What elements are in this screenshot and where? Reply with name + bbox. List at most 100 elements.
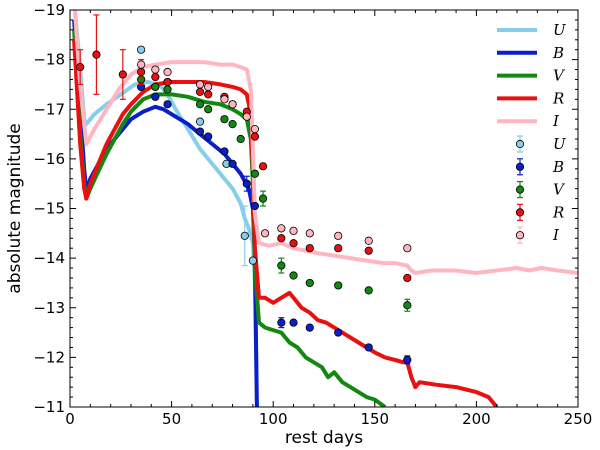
data-point-B <box>289 318 298 327</box>
data-point-B <box>403 355 412 364</box>
data-point-B <box>242 179 251 188</box>
model-line-I <box>72 10 578 275</box>
data-point-R <box>403 273 412 283</box>
data-point-R <box>250 132 260 141</box>
data-point-V <box>204 105 213 114</box>
data-point-U <box>137 45 146 54</box>
data-point-V <box>195 100 205 109</box>
data-point-R <box>195 87 205 96</box>
data-point-B <box>334 328 343 337</box>
data-point-R <box>151 72 160 82</box>
data-point-V <box>277 261 286 270</box>
data-point-B <box>163 100 172 109</box>
data-point-I <box>364 236 373 245</box>
x-tick-label: 50 <box>162 410 181 428</box>
data-point-I <box>242 112 251 121</box>
data-point-I <box>260 229 270 238</box>
data-point-V <box>151 82 160 92</box>
legend-marker-U <box>515 139 525 149</box>
data-point-I <box>289 226 298 235</box>
legend-label-U: U <box>553 21 567 39</box>
data-point-B <box>228 159 237 168</box>
data-point-R <box>305 244 314 253</box>
data-point-U <box>248 256 257 265</box>
data-point-I <box>195 80 205 89</box>
data-point-I <box>228 100 237 109</box>
data-point-I <box>163 67 172 77</box>
data-point-B <box>250 201 260 211</box>
data-point-B <box>364 343 373 352</box>
data-point-V <box>403 301 412 310</box>
data-point-I <box>137 60 146 69</box>
legend-label-I: I <box>552 226 560 244</box>
y-tick-label: −11 <box>33 398 65 416</box>
axes-layer: 0 50 100 150 200 250 −19 −18 −17 −16 −15 −14 −13 −12 −… <box>33 1 592 428</box>
legend-label-R: R <box>552 203 564 221</box>
data-point-B <box>195 127 205 136</box>
data-point-R <box>258 162 268 171</box>
legend-marker-R <box>515 208 525 217</box>
data-point-V <box>289 271 298 280</box>
data-point-V <box>250 169 260 178</box>
data-point-V <box>236 134 245 144</box>
data-point-I <box>250 125 260 134</box>
x-tick-label: 0 <box>65 410 75 428</box>
y-tick-label: −14 <box>33 249 65 267</box>
data-point-I <box>305 229 314 238</box>
data-point-V <box>305 278 314 288</box>
data-point-R <box>289 239 298 248</box>
data-point-R <box>92 50 101 59</box>
data-point-I <box>403 244 412 253</box>
y-tick-label: −19 <box>33 1 65 19</box>
y-tick-label: −17 <box>33 100 65 118</box>
y-tick-label: −16 <box>33 150 65 168</box>
data-point-R <box>163 77 172 87</box>
data-point-B <box>151 92 160 101</box>
observed-points <box>76 14 412 365</box>
x-tick-label: 150 <box>360 410 389 428</box>
x-tick-label: 200 <box>462 410 491 428</box>
data-point-I <box>204 82 213 92</box>
model-line-U <box>72 10 259 407</box>
legend-label-R: R <box>552 89 564 107</box>
data-point-I <box>277 224 286 233</box>
data-point-V <box>258 194 268 203</box>
data-point-I <box>334 231 343 240</box>
legend-label-V: V <box>553 67 566 85</box>
data-point-V <box>334 281 343 290</box>
y-tick-label: −12 <box>33 348 65 366</box>
data-point-R <box>76 62 85 72</box>
data-point-I <box>220 95 229 104</box>
legend-label-I: I <box>552 112 560 130</box>
data-point-R <box>277 234 286 243</box>
data-point-V <box>220 115 229 124</box>
series-layer <box>72 10 578 407</box>
legend-marker-V <box>515 185 525 194</box>
legend-label-V: V <box>553 181 566 199</box>
x-tick-label: 100 <box>259 410 288 428</box>
legend-marker-B <box>515 162 525 171</box>
data-point-V <box>364 286 373 295</box>
data-point-V <box>228 120 237 129</box>
data-point-U <box>195 117 205 126</box>
data-point-I <box>151 65 160 74</box>
data-point-R <box>118 70 127 79</box>
legend-label-B: B <box>552 44 564 62</box>
data-point-B <box>220 147 229 156</box>
data-point-B <box>305 323 314 332</box>
data-point-B <box>277 318 286 327</box>
x-axis-title: rest days <box>285 428 363 448</box>
data-point-R <box>137 67 146 77</box>
y-axis-title: absolute magnitude <box>5 123 25 293</box>
data-point-R <box>364 246 373 255</box>
y-tick-label: −13 <box>33 299 65 317</box>
y-tick-label: −18 <box>33 51 65 69</box>
data-point-U <box>240 231 249 240</box>
legend-marker-I <box>515 231 525 240</box>
x-tick-label: 250 <box>564 410 593 428</box>
data-point-R <box>204 90 213 99</box>
y-tick-label: −15 <box>33 200 65 218</box>
legend-label-B: B <box>552 158 564 176</box>
